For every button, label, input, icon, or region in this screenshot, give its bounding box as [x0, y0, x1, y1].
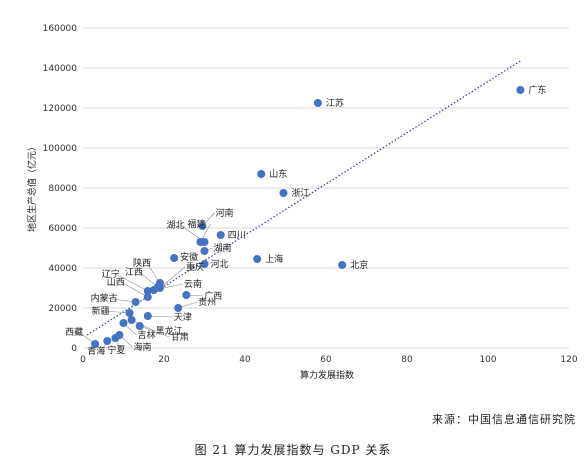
data-point — [125, 309, 134, 317]
point-label: 江苏 — [326, 97, 344, 109]
x-tick-label: 20 — [158, 355, 170, 365]
x-tick-label: 120 — [560, 355, 577, 365]
data-point — [111, 334, 120, 342]
data-point — [253, 255, 262, 263]
point-label: 重庆 — [186, 261, 204, 273]
y-tick-label: 160000 — [43, 24, 78, 34]
data-point — [200, 247, 209, 255]
data-point — [135, 322, 144, 330]
y-tick-label: 120000 — [43, 104, 78, 114]
point-label: 山西 — [107, 277, 125, 288]
x-axis-ticks: 0 20 40 60 80 100 120 — [80, 355, 578, 365]
point-label: 陕西 — [133, 257, 151, 269]
x-axis-label: 算力发展指数 — [300, 369, 354, 381]
data-point — [182, 291, 191, 299]
point-label: 广东 — [528, 84, 546, 96]
point-label: 甘肃 — [171, 331, 189, 343]
leader-line — [138, 271, 159, 288]
source-note: 来源：中国信息通信研究院 — [432, 413, 576, 426]
point-label: 北京 — [350, 259, 368, 271]
data-point — [143, 293, 152, 301]
point-label: 西藏 — [65, 326, 83, 338]
point-label: 河南 — [215, 207, 233, 219]
y-tick-label: 140000 — [43, 64, 78, 74]
data-point — [174, 304, 183, 312]
data-point — [200, 260, 209, 268]
data-point — [103, 337, 112, 345]
point-label: 贵州 — [198, 296, 216, 308]
point-label: 云南 — [184, 278, 202, 290]
point-label: 四川 — [228, 231, 246, 241]
point-label: 海南 — [133, 341, 151, 353]
point-label: 黑龙江 — [156, 325, 183, 337]
point-label: 安徽 — [180, 251, 198, 263]
y-tick-label: 100000 — [43, 144, 78, 154]
x-tick-label: 80 — [401, 355, 413, 365]
y-axis-label: 地区生产总值（亿元） — [26, 142, 38, 232]
data-point — [279, 189, 288, 197]
x-tick-label: 100 — [479, 355, 496, 365]
leader-line — [115, 273, 148, 292]
point-label: 天津 — [174, 312, 192, 323]
data-point — [216, 231, 225, 239]
data-point — [313, 99, 322, 107]
data-point — [516, 86, 525, 94]
data-point — [127, 316, 136, 324]
x-tick-label: 40 — [239, 355, 251, 365]
point-label: 宁夏 — [107, 344, 125, 356]
y-tick-label: 60000 — [48, 224, 77, 234]
leader-line — [159, 266, 186, 289]
leader-line — [139, 325, 170, 338]
x-tick-label: 0 — [80, 355, 86, 365]
leader-line — [105, 310, 130, 314]
point-label: 上海 — [265, 253, 283, 265]
y-tick-label: 0 — [71, 344, 77, 354]
leader-line — [120, 281, 148, 298]
data-point — [200, 238, 209, 246]
data-point — [119, 319, 128, 327]
point-label: 湖北 — [167, 220, 185, 231]
point-label: 福建 — [187, 218, 205, 230]
grid-lines — [83, 27, 569, 349]
data-point — [91, 340, 100, 348]
data-point — [198, 222, 207, 230]
point-label: 青海 — [87, 345, 105, 357]
x-tick-label: 60 — [320, 355, 332, 365]
point-label: 浙江 — [291, 187, 309, 199]
y-tick-label: 20000 — [48, 304, 77, 314]
data-point — [149, 286, 158, 294]
data-points — [91, 86, 525, 348]
point-label: 河北 — [211, 258, 229, 270]
leader-line — [147, 315, 173, 318]
point-label: 山东 — [269, 168, 287, 180]
leader-line — [104, 297, 136, 303]
data-point — [131, 298, 140, 306]
data-point — [338, 261, 347, 269]
point-label: 辽宁 — [102, 268, 120, 280]
point-label: 吉林 — [138, 329, 156, 341]
point-label: 内蒙古 — [91, 292, 118, 304]
data-point — [143, 312, 152, 320]
scatter-chart: 0 20000 40000 60000 80000 100000 120000 140000 1… — [26, 24, 578, 381]
y-axis-ticks: 0 20000 40000 60000 80000 100000 120000 140000 1… — [43, 24, 78, 354]
point-label: 江西 — [125, 267, 143, 278]
point-label: 新疆 — [92, 305, 110, 317]
figure-caption: 图 21 算力发展指数与 GDP 关系 — [194, 443, 392, 457]
y-tick-label: 80000 — [48, 184, 77, 194]
point-label: 广西 — [204, 290, 222, 302]
data-point — [257, 170, 266, 178]
data-point — [170, 254, 179, 262]
y-tick-label: 40000 — [48, 264, 77, 274]
point-label: 湖南 — [214, 242, 232, 254]
data-point — [143, 287, 152, 295]
